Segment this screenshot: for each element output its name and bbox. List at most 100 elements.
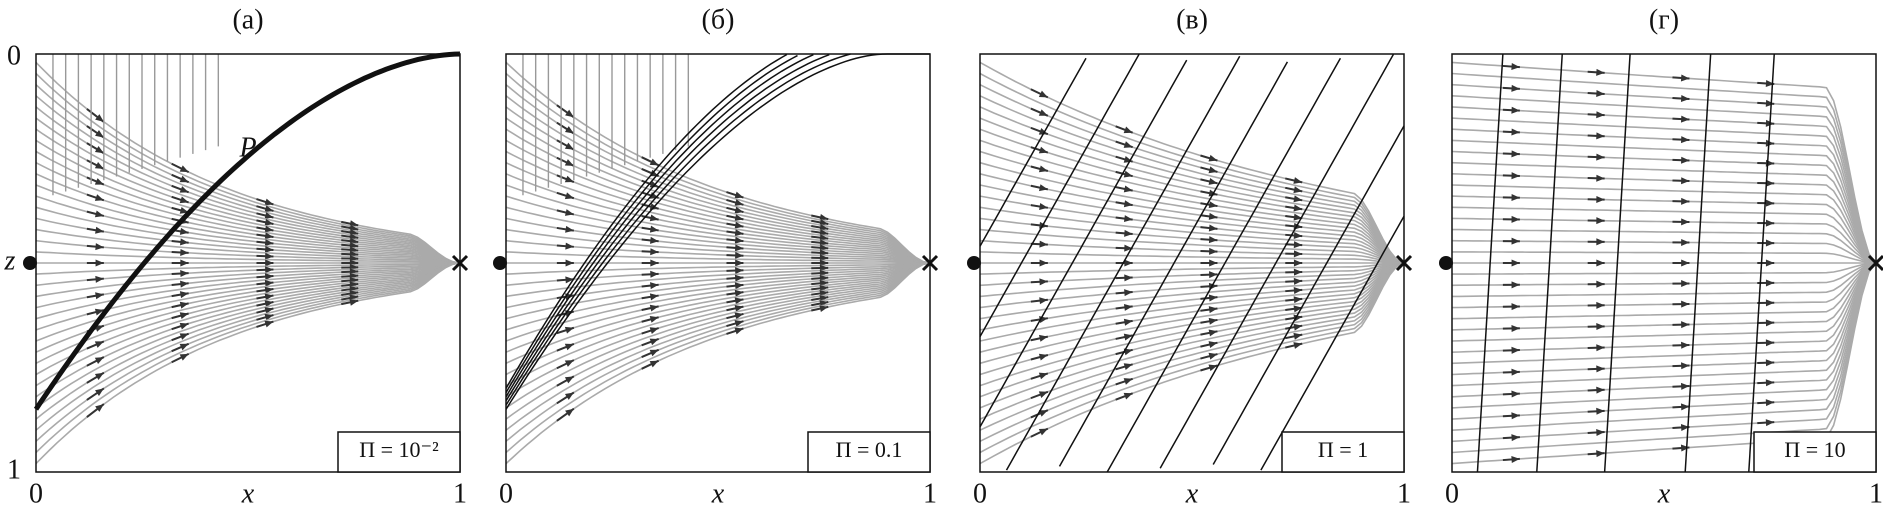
streamline bbox=[505, 262, 931, 465]
streamline bbox=[1451, 139, 1877, 264]
arrow-head bbox=[1039, 240, 1048, 248]
arrow-head bbox=[94, 308, 104, 316]
streamline bbox=[979, 262, 1405, 431]
arrow-head bbox=[1511, 128, 1520, 136]
parameter-label: Π = 0.1 bbox=[836, 437, 903, 462]
streamline bbox=[35, 262, 461, 320]
arrow-head bbox=[94, 145, 104, 154]
arrow-head bbox=[1511, 84, 1520, 92]
streamline bbox=[505, 117, 931, 264]
separatrix bbox=[505, 54, 814, 398]
separatrix bbox=[979, 59, 1188, 428]
arrow-head bbox=[179, 343, 189, 351]
streamline bbox=[1451, 217, 1877, 264]
separatrix bbox=[1106, 57, 1342, 473]
streamline bbox=[979, 95, 1405, 264]
streamline bbox=[505, 239, 931, 264]
fixed-point bbox=[493, 256, 507, 270]
arrow-head bbox=[1596, 386, 1605, 394]
arrow-head bbox=[1208, 166, 1218, 174]
z-tick-label: 1 bbox=[7, 454, 21, 485]
streamline bbox=[1451, 83, 1877, 264]
streamline bbox=[35, 72, 461, 264]
streamline bbox=[505, 228, 931, 264]
arrow-head bbox=[1123, 185, 1133, 193]
arrow-head bbox=[180, 280, 189, 288]
arrow-head bbox=[1511, 194, 1520, 202]
arrow-head bbox=[264, 273, 274, 281]
streamline bbox=[979, 262, 1405, 465]
arrow-head bbox=[1293, 332, 1303, 340]
arrow-head bbox=[1123, 348, 1133, 356]
separatrix bbox=[979, 57, 1087, 247]
arrow-head bbox=[264, 218, 274, 226]
streamline bbox=[1451, 206, 1877, 264]
arrow-head bbox=[1124, 289, 1133, 297]
streamline bbox=[1451, 195, 1877, 264]
arrow-head bbox=[1038, 165, 1048, 173]
arrow-head bbox=[1511, 150, 1520, 158]
arrow-head bbox=[1038, 428, 1048, 436]
streamline bbox=[505, 262, 931, 398]
arrow-head bbox=[650, 282, 659, 290]
arrow-head bbox=[1596, 68, 1605, 76]
streamline bbox=[1451, 262, 1877, 320]
arrow-head bbox=[1596, 132, 1605, 140]
arrow-head bbox=[1511, 237, 1520, 245]
arrow-head bbox=[1765, 199, 1775, 207]
arrow-head bbox=[95, 275, 104, 283]
parameter-label: Π = 10 bbox=[1784, 437, 1845, 462]
x-label: x bbox=[1657, 478, 1671, 509]
streamline bbox=[505, 206, 931, 264]
streamline bbox=[35, 139, 461, 264]
separatrix bbox=[1005, 55, 1241, 471]
arrow-head bbox=[1123, 170, 1133, 178]
arrow-head bbox=[734, 221, 744, 229]
arrow-head bbox=[564, 392, 574, 400]
streamline bbox=[979, 262, 1405, 365]
arrow-head bbox=[1208, 178, 1218, 185]
streamline bbox=[505, 195, 931, 264]
arrow-head bbox=[1596, 195, 1605, 203]
arrow-head bbox=[650, 270, 659, 278]
streamline bbox=[505, 262, 931, 420]
streamline bbox=[505, 128, 931, 264]
streamline bbox=[505, 262, 931, 442]
arrow-head bbox=[1511, 346, 1520, 354]
separatrix bbox=[505, 53, 851, 406]
streamline bbox=[1451, 262, 1877, 309]
streamline bbox=[1452, 228, 1877, 264]
streamline bbox=[979, 239, 1405, 264]
arrow-head bbox=[264, 286, 274, 294]
parameter-box bbox=[337, 431, 461, 473]
arrow-head bbox=[1680, 115, 1690, 123]
streamline bbox=[979, 61, 1405, 264]
arrow-head bbox=[179, 312, 189, 320]
arrow-head bbox=[1123, 318, 1133, 326]
arrow-head bbox=[734, 282, 744, 290]
streamline bbox=[1451, 262, 1877, 353]
streamline bbox=[505, 251, 931, 264]
arrow-head bbox=[95, 243, 104, 251]
arrow-head bbox=[564, 175, 574, 183]
streamline bbox=[1451, 128, 1877, 264]
arrow-head bbox=[1124, 259, 1133, 267]
parameter-label: Π = 10⁻² bbox=[359, 437, 439, 462]
separatrix bbox=[1159, 54, 1395, 469]
arrow-head bbox=[1765, 79, 1775, 87]
streamline bbox=[505, 84, 931, 264]
arrow-head bbox=[819, 249, 829, 257]
arrow-head bbox=[1765, 419, 1775, 427]
arrow-head bbox=[1208, 294, 1218, 302]
streamline bbox=[505, 72, 931, 264]
arrow-head bbox=[1123, 215, 1133, 223]
streamline bbox=[505, 139, 931, 264]
arrow-head bbox=[1596, 217, 1605, 225]
arrow-head bbox=[180, 270, 189, 278]
arrow-head bbox=[180, 238, 189, 246]
streamline bbox=[1451, 61, 1877, 264]
streamline bbox=[35, 150, 461, 264]
arrow-head bbox=[1293, 314, 1303, 322]
arrow-head bbox=[264, 300, 274, 308]
arrow-head bbox=[1765, 259, 1775, 267]
